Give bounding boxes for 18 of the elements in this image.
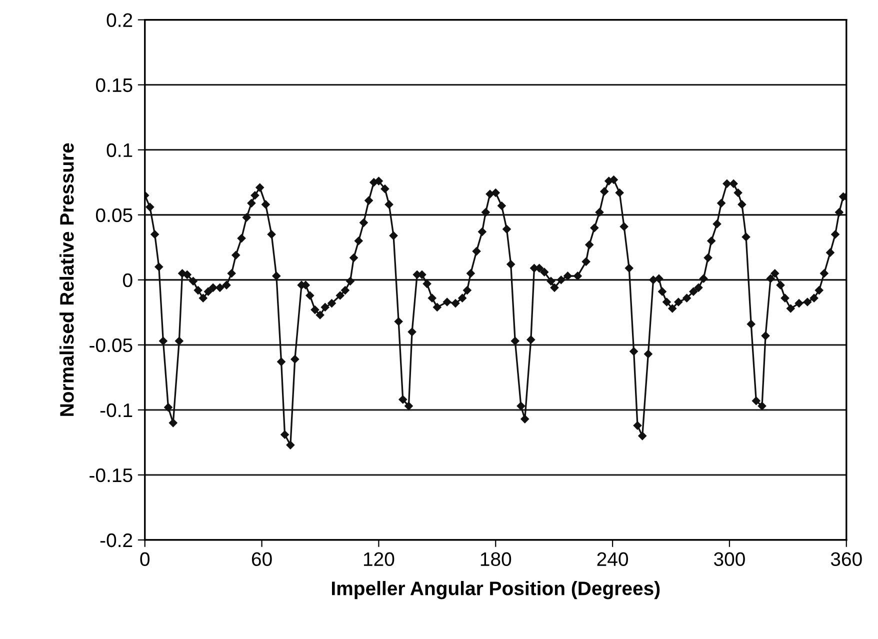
x-tick-label: 300 [714, 552, 745, 566]
x-tick-label: 180 [480, 552, 512, 566]
x-tick-label: 360 [830, 552, 862, 566]
y-tick-label: -0.05 [90, 338, 132, 352]
x-axis-title: Impeller Angular Position (Degrees) [332, 580, 660, 600]
y-tick-label: -0.2 [100, 533, 132, 548]
y-tick-label: 0.05 [96, 208, 132, 222]
x-tick-label: 0 [140, 552, 150, 566]
y-tick-label: 0 [123, 273, 132, 288]
y-tick-label: 0.1 [106, 143, 132, 158]
x-tick-label: 60 [252, 552, 272, 566]
y-tick-label: 0.15 [96, 78, 132, 92]
y-axis-title: Normalised Relative Pressure [60, 143, 74, 416]
x-tick-label: 240 [597, 552, 628, 566]
y-tick-label: 0.2 [106, 13, 132, 28]
y-tick-label: -0.15 [90, 468, 132, 482]
x-tick-label: 120 [364, 552, 394, 566]
y-tick-label: -0.1 [100, 403, 132, 418]
